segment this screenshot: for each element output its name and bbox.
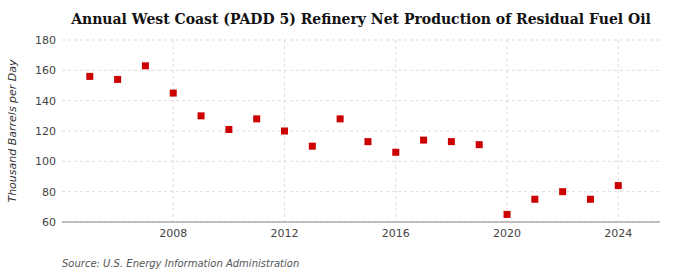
point: [309, 143, 316, 150]
point: [281, 128, 288, 135]
y-tick-label: 80: [42, 186, 56, 199]
point: [504, 211, 511, 218]
point: [198, 112, 205, 119]
point: [476, 141, 483, 148]
y-grid-line: [62, 40, 660, 41]
point: [170, 90, 177, 97]
title: Annual West Coast (PADD 5) Refinery Net …: [70, 11, 651, 27]
x-grid-line: [618, 40, 619, 222]
x-axis-line: [62, 222, 660, 223]
x-grid-line: [507, 40, 508, 222]
point: [559, 188, 566, 195]
x-tick-label: 2024: [604, 227, 632, 240]
point: [142, 62, 149, 69]
y-grid-line: [62, 100, 660, 101]
point: [86, 73, 93, 80]
y-tick-label: 180: [35, 34, 56, 47]
y-grid-line: [62, 70, 660, 71]
x-grid-line: [173, 40, 174, 222]
y-grid-line: [62, 191, 660, 192]
source-annotation: Source: U.S. Energy Information Administ…: [62, 258, 299, 269]
point: [615, 182, 622, 189]
x-tick-label: 2020: [493, 227, 521, 240]
point: [337, 115, 344, 122]
point: [114, 76, 121, 83]
point: [225, 126, 232, 133]
y-tick-label: 60: [42, 216, 56, 229]
chart: 60 80 100 120 140 160 180 2008 2012 2016 2020 2024 A…: [0, 0, 675, 275]
point: [531, 196, 538, 203]
point: [364, 138, 371, 145]
y-grid-line: [62, 131, 660, 132]
y-tick-label: 140: [35, 95, 56, 108]
y-grid-line: [62, 161, 660, 162]
x-grid-line: [395, 40, 396, 222]
y-tick-label: 120: [35, 125, 56, 138]
y-tick-label: 100: [35, 155, 56, 168]
point: [587, 196, 594, 203]
x-tick-label: 2016: [382, 227, 410, 240]
x-tick-label: 2012: [271, 227, 299, 240]
point: [392, 149, 399, 156]
point: [420, 137, 427, 144]
y-axis-label: Thousand Barrels per Day: [6, 59, 19, 203]
y-tick-label: 160: [35, 64, 56, 77]
y-grid-line: [62, 222, 660, 223]
points: [86, 62, 621, 218]
point: [448, 138, 455, 145]
x-tick-label: 2008: [159, 227, 187, 240]
point: [253, 115, 260, 122]
